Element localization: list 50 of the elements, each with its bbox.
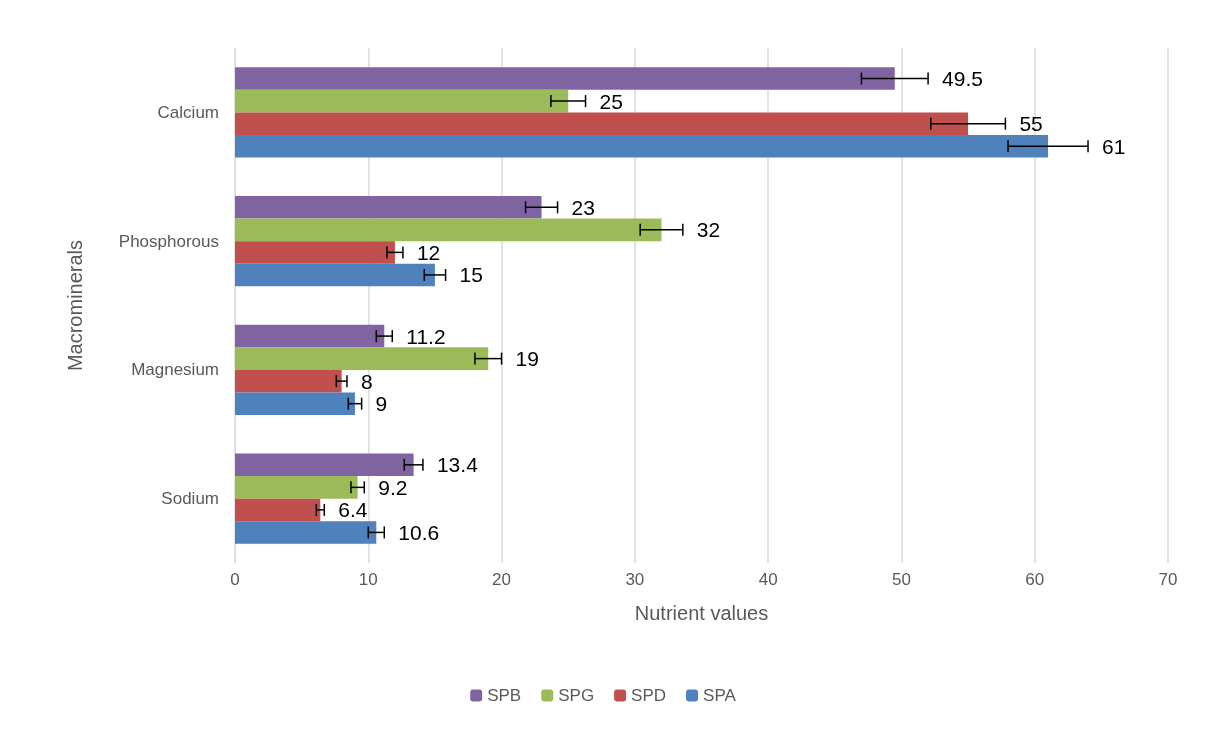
data-label: 61 [1102,134,1126,158]
data-label: 10.6 [398,520,440,544]
bar [235,218,662,242]
data-label: 13.4 [436,453,479,477]
y-tick-label: Magnesium [131,360,219,380]
legend-label: SPD [631,686,667,705]
bar [235,241,395,264]
bar [235,369,342,393]
bar [235,67,895,90]
x-tick-label: 20 [492,570,512,589]
bar [235,347,489,370]
data-label: 49.5 [942,67,983,91]
bar [235,112,969,135]
x-tick-label: 30 [625,570,645,589]
x-tick-label: 70 [1158,570,1178,589]
data-label: 55 [1019,112,1043,136]
bar [235,498,321,522]
legend-label: SPG [558,686,595,705]
bar [235,324,385,348]
bar [235,134,1049,158]
x-tick-label: 60 [1025,570,1045,589]
data-label: 32 [696,218,721,242]
x-tick-label: 50 [891,570,911,589]
bar [235,89,569,113]
bar [235,453,414,477]
data-label: 11.2 [406,324,446,348]
x-axis-title: Nutrient values [634,602,769,624]
data-label: 12 [416,240,441,264]
data-label: 8 [360,369,373,393]
legend-label: SPA [703,686,737,705]
x-tick-label: 0 [230,570,240,589]
y-tick-label: Phosphorous [118,231,219,251]
data-label: 19 [515,347,539,371]
bar [235,476,358,499]
bar [235,196,542,219]
data-label: 23 [571,195,595,219]
legend-label: SPB [487,686,522,705]
data-label: 9.2 [378,475,408,499]
data-label: 25 [599,89,623,113]
bar [235,263,435,287]
y-tick-label: Sodium [161,489,219,509]
y-tick-label: Calcium [157,102,219,122]
x-tick-label: 10 [358,570,378,589]
bar [235,521,377,544]
bar [235,392,355,415]
data-label: 9 [375,392,388,416]
x-tick-label: 40 [758,570,778,589]
data-label: 6.4 [338,498,368,522]
y-axis-title: Macrominerals [64,239,86,372]
data-label: 15 [459,263,483,287]
